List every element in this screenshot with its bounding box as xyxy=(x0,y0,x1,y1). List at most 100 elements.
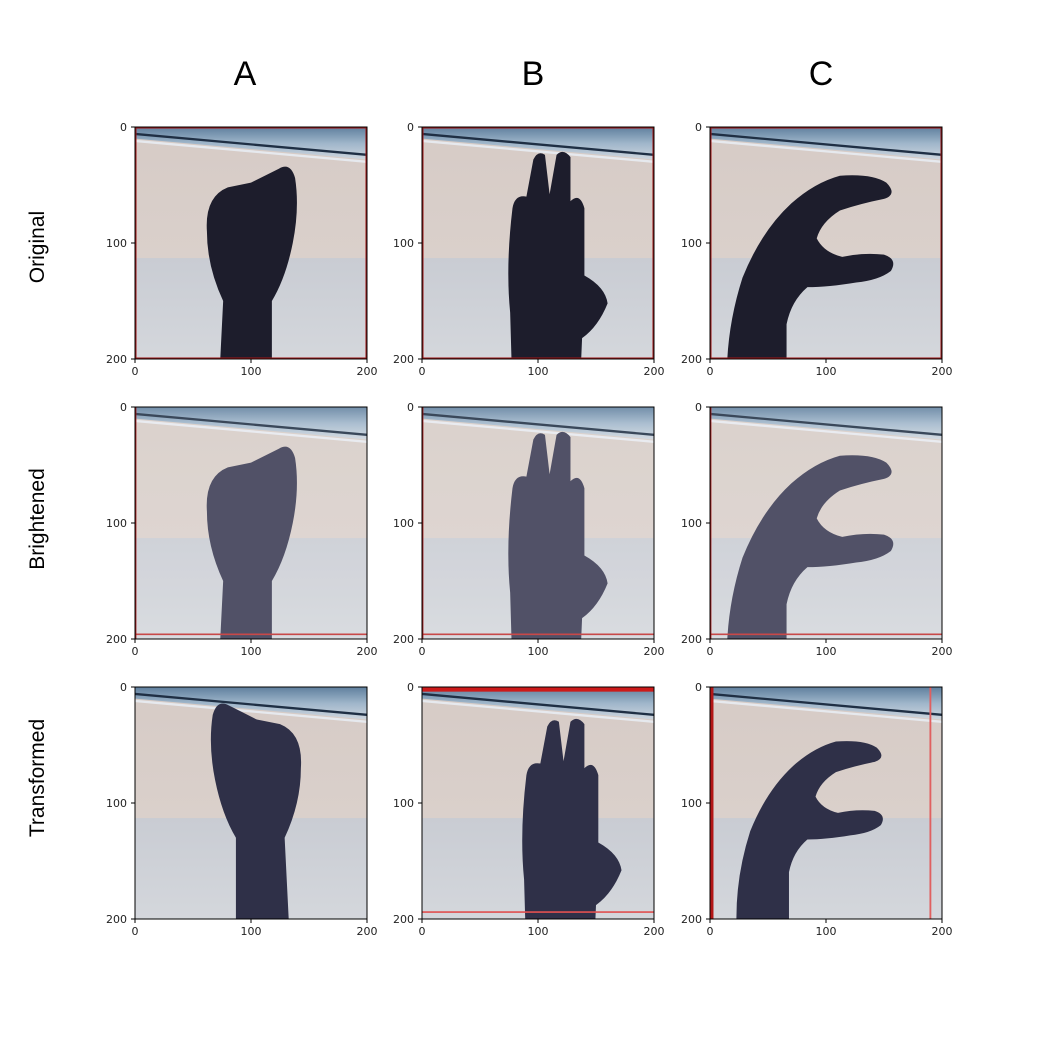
x-tick-label: 0 xyxy=(419,645,426,658)
blind-highlight xyxy=(135,699,367,723)
blind-edge xyxy=(135,132,367,156)
y-tick-label: 200 xyxy=(106,353,127,366)
blind-edge xyxy=(710,412,942,436)
y-tick-label: 100 xyxy=(393,517,414,530)
x-tick-label: 0 xyxy=(707,645,714,658)
photo-image xyxy=(710,127,942,359)
brightness-overlay xyxy=(710,407,942,639)
x-tick-label: 0 xyxy=(132,645,139,658)
blind-highlight xyxy=(135,139,367,163)
y-tick-label: 0 xyxy=(695,681,702,694)
photo-image xyxy=(710,687,942,919)
blind-edge xyxy=(422,692,654,716)
red-frame-top xyxy=(422,687,654,692)
row-title-transformed: Transformed xyxy=(26,719,49,837)
y-tick-label: 100 xyxy=(393,237,414,250)
red-frame xyxy=(135,127,367,359)
x-tick-label: 200 xyxy=(932,645,953,658)
x-tick-label: 100 xyxy=(241,645,262,658)
y-tick-label: 100 xyxy=(681,797,702,810)
y-tick-label: 100 xyxy=(106,797,127,810)
hand-fist-shape xyxy=(210,703,302,919)
column-title-b: B xyxy=(522,55,545,93)
x-tick-label: 200 xyxy=(644,645,665,658)
x-tick-label: 200 xyxy=(644,365,665,378)
x-tick-label: 200 xyxy=(357,365,378,378)
hand-flat-shape xyxy=(508,431,608,639)
photo-image xyxy=(135,407,367,639)
hand-c-shape xyxy=(736,741,883,919)
column-title-c: C xyxy=(809,55,834,93)
hand-flat-shape xyxy=(522,718,622,919)
x-tick-label: 100 xyxy=(528,925,549,938)
hand-flat-shape xyxy=(508,151,608,359)
hand-c-shape xyxy=(727,455,894,639)
x-tick-label: 100 xyxy=(241,925,262,938)
blind-edge xyxy=(710,692,942,716)
x-tick-label: 0 xyxy=(707,925,714,938)
y-tick-label: 0 xyxy=(407,121,414,134)
y-tick-label: 0 xyxy=(120,681,127,694)
y-tick-label: 100 xyxy=(393,797,414,810)
photo-image xyxy=(710,407,942,639)
x-tick-label: 200 xyxy=(644,925,665,938)
hand-c-shape xyxy=(727,175,894,359)
x-tick-label: 100 xyxy=(528,365,549,378)
brightness-overlay xyxy=(135,407,367,639)
y-tick-label: 200 xyxy=(681,353,702,366)
panel-original-c: 0 100 200 0 100 200 xyxy=(681,121,953,378)
x-tick-label: 100 xyxy=(528,645,549,658)
panel-original-b: 0 100 200 0 100 200 xyxy=(393,121,665,378)
blind-edge xyxy=(135,692,367,716)
y-tick-label: 100 xyxy=(106,517,127,530)
blind-highlight xyxy=(710,139,942,163)
y-tick-label: 200 xyxy=(106,913,127,926)
y-tick-label: 0 xyxy=(695,121,702,134)
photo-image xyxy=(422,407,654,639)
y-tick-label: 0 xyxy=(407,681,414,694)
hand-fist-shape xyxy=(206,446,297,639)
x-tick-label: 100 xyxy=(816,365,837,378)
x-tick-label: 100 xyxy=(241,365,262,378)
x-tick-label: 100 xyxy=(816,925,837,938)
photo-image xyxy=(135,687,367,919)
x-tick-label: 0 xyxy=(419,925,426,938)
blind-highlight xyxy=(422,699,654,723)
panel-brightened-a: 0 100 200 0 100 200 xyxy=(106,401,378,658)
blind-edge xyxy=(135,412,367,436)
y-tick-label: 100 xyxy=(681,237,702,250)
red-frame xyxy=(422,127,654,359)
x-tick-label: 200 xyxy=(932,365,953,378)
hand-fist-shape xyxy=(206,166,297,359)
red-frame xyxy=(710,127,942,359)
x-tick-label: 200 xyxy=(932,925,953,938)
blind-edge xyxy=(710,132,942,156)
blind-highlight xyxy=(710,699,942,723)
x-tick-label: 200 xyxy=(357,925,378,938)
x-tick-label: 200 xyxy=(357,645,378,658)
row-title-brightened: Brightened xyxy=(26,468,49,570)
y-tick-label: 100 xyxy=(106,237,127,250)
column-title-a: A xyxy=(234,55,257,93)
brightness-overlay xyxy=(422,407,654,639)
image-grid: 0 100 200 0 100 200 0 100 200 0 100 200 0 100 200 0 100 2… xyxy=(106,121,953,938)
panel-transformed-a: 0 100 200 0 100 200 xyxy=(106,681,378,938)
y-tick-label: 200 xyxy=(393,353,414,366)
y-tick-label: 200 xyxy=(106,633,127,646)
y-tick-label: 100 xyxy=(681,517,702,530)
row-title-original: Original xyxy=(26,211,49,283)
blind-highlight xyxy=(135,419,367,443)
red-frame-left xyxy=(710,687,714,919)
panel-original-a: 0 100 200 0 100 200 xyxy=(106,121,378,378)
y-tick-label: 0 xyxy=(695,401,702,414)
panel-brightened-c: 0 100 200 0 100 200 xyxy=(681,401,953,658)
panel-transformed-b: 0 100 200 0 100 200 xyxy=(393,681,665,938)
y-tick-label: 200 xyxy=(681,913,702,926)
x-tick-label: 0 xyxy=(132,925,139,938)
x-tick-label: 0 xyxy=(707,365,714,378)
y-tick-label: 200 xyxy=(393,913,414,926)
blind-highlight xyxy=(422,139,654,163)
panel-brightened-b: 0 100 200 0 100 200 xyxy=(393,401,665,658)
x-tick-label: 0 xyxy=(132,365,139,378)
